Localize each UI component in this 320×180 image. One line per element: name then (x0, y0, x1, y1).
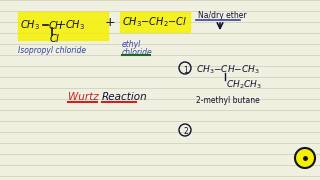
Text: 2: 2 (183, 127, 188, 136)
Text: $+$: $+$ (104, 15, 115, 28)
Text: $CH_3{-}CH{-}CH_3$: $CH_3{-}CH{-}CH_3$ (196, 64, 260, 76)
Text: $CH_2CH_3$: $CH_2CH_3$ (226, 79, 262, 91)
Text: Wurtz: Wurtz (68, 92, 99, 102)
Text: Reaction: Reaction (102, 92, 148, 102)
Text: ethyl: ethyl (122, 39, 141, 48)
Bar (120, 12, 190, 32)
Text: chloride: chloride (122, 48, 153, 57)
Text: $CH_3{-}CH_2{-}Cl$: $CH_3{-}CH_2{-}Cl$ (122, 15, 188, 29)
Text: $CH_3$: $CH_3$ (20, 18, 40, 32)
Text: $-CH_3$: $-CH_3$ (57, 18, 85, 32)
Text: Na/dry ether: Na/dry ether (198, 10, 247, 19)
Text: Isopropyl chloride: Isopropyl chloride (18, 46, 86, 55)
Text: $CH$: $CH$ (48, 19, 64, 31)
Bar (18, 12, 108, 40)
Text: 2-methyl butane: 2-methyl butane (196, 96, 260, 105)
Text: $Cl$: $Cl$ (49, 32, 60, 44)
Text: 1: 1 (183, 66, 188, 75)
Circle shape (295, 148, 315, 168)
